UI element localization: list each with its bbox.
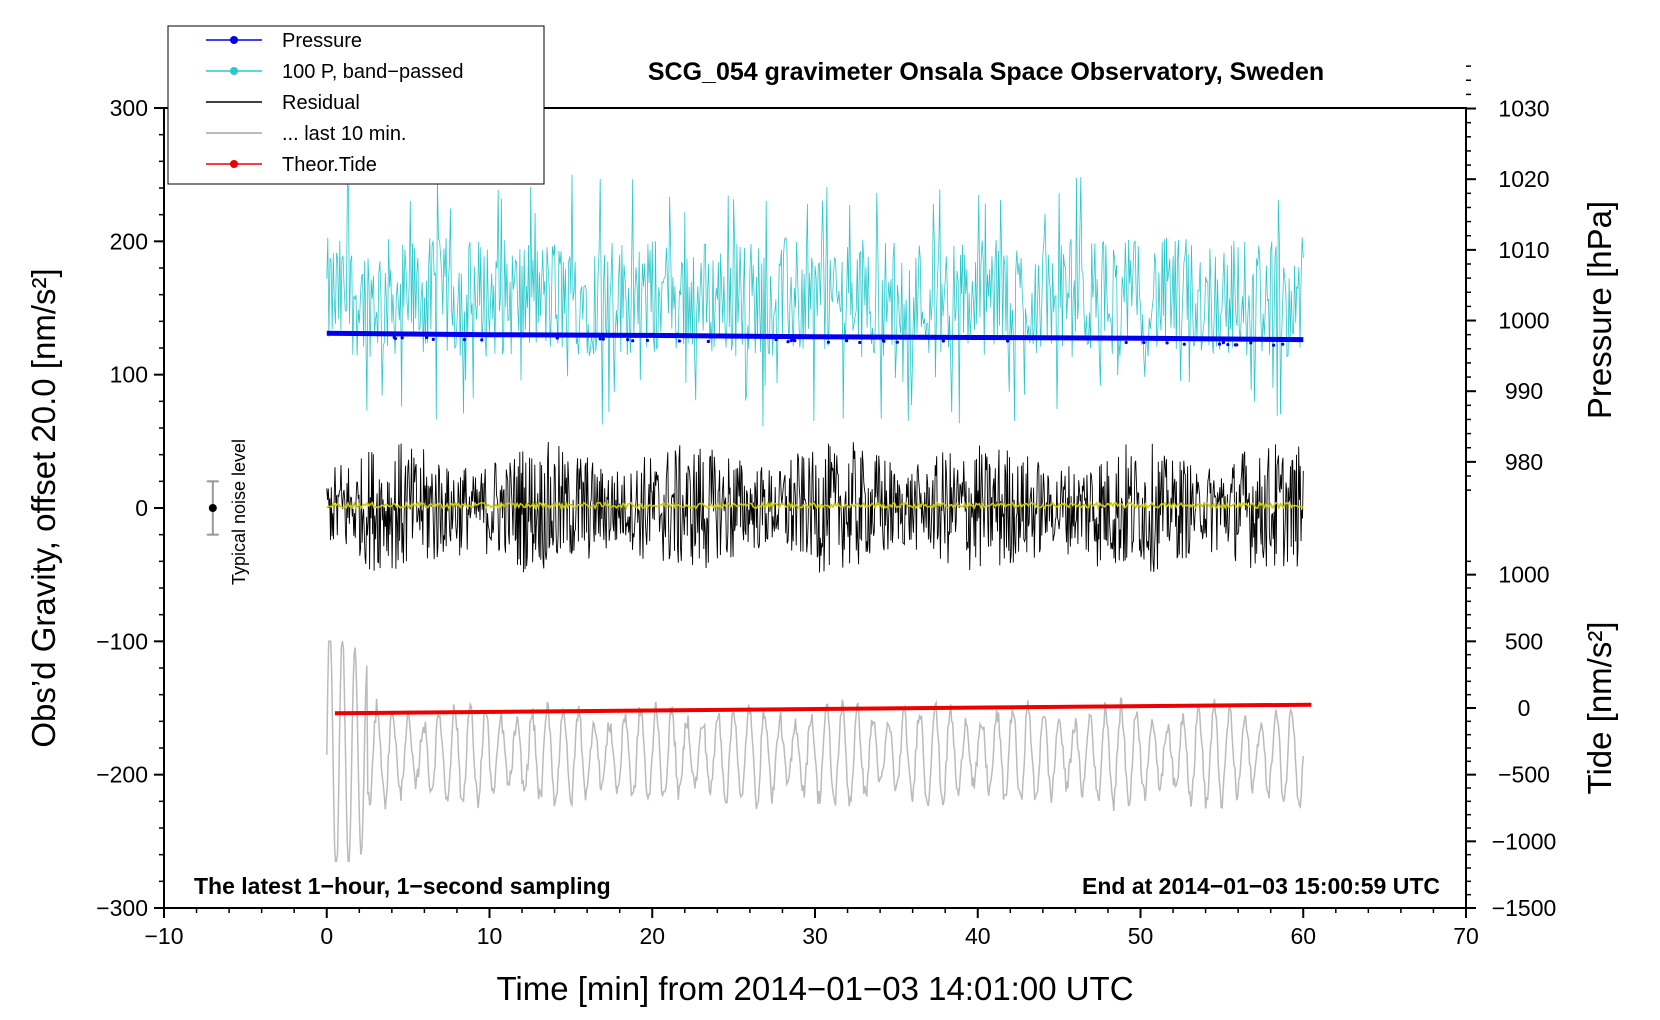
x-tick-label: 20 (639, 923, 665, 949)
legend-label: Pressure (282, 30, 362, 52)
series-bandpassed-line (326, 174, 1304, 427)
axes-layer: −10 0 10 20 30 40 50 60 703002001000−100−200−300… (96, 65, 1557, 949)
tide-tick-label: 1000 (1498, 562, 1549, 588)
noise-level-label: Typical noise level (229, 439, 249, 585)
pressure-tick-label: 1030 (1498, 96, 1549, 122)
x-tick-label: 0 (320, 923, 333, 949)
pressure-point (1221, 341, 1225, 345)
pressure-point (1006, 339, 1010, 343)
y-tick-label: −200 (96, 762, 148, 788)
annotation-end-time: End at 2014−01−03 15:00:59 UTC (1082, 873, 1440, 899)
noise-bar-dot (208, 504, 217, 512)
tide-tick-label: 500 (1505, 628, 1543, 654)
pressure-tick-label: 1020 (1498, 166, 1549, 192)
pressure-point (895, 340, 899, 344)
tide-tick-label: −1000 (1492, 828, 1557, 854)
pressure-point (626, 338, 630, 342)
pressure-point (1182, 342, 1186, 346)
pressure-point (480, 338, 484, 342)
y-axis-title-left: Obs’d Gravity, offset 20.0 [nm/s²] (25, 268, 62, 747)
pressure-point (645, 338, 650, 342)
x-tick-label: 60 (1290, 923, 1316, 949)
legend-box (167, 25, 545, 185)
pressure-point (462, 338, 466, 342)
pressure-point (677, 339, 682, 343)
tide-tick-label: 0 (1518, 695, 1531, 721)
x-tick-label: 30 (802, 923, 828, 949)
legend: Pressure 100 P, band−passed Residual ... la… (167, 25, 545, 185)
pressure-point (1165, 341, 1169, 345)
pressure-point (706, 339, 710, 344)
series-residual-line (326, 441, 1304, 573)
legend-label: Theor.Tide (282, 154, 377, 176)
pressure-point (941, 339, 946, 343)
x-tick-label: 70 (1453, 923, 1479, 949)
legend-label: ... last 10 min. (282, 123, 407, 145)
series-layer (326, 174, 1312, 863)
pressure-point (774, 338, 778, 342)
pressure-point (1281, 342, 1285, 346)
y-tick-label: −300 (96, 895, 148, 921)
pressure-point (598, 337, 602, 341)
x-tick-label: 40 (965, 923, 991, 949)
y-tick-label: 100 (110, 362, 148, 388)
x-axis-title: Time [min] from 2014−01−03 14:01:00 UTC (496, 970, 1133, 1007)
pressure-point (1235, 343, 1239, 347)
pressure-point (882, 339, 886, 343)
pressure-tick-label: 990 (1505, 378, 1543, 404)
pressure-point (1124, 340, 1128, 345)
chart-title: SCG_054 gravimeter Onsala Space Observat… (648, 58, 1324, 86)
pressure-point (789, 339, 793, 343)
y-tick-label: 0 (135, 495, 148, 521)
tide-tick-label: −1500 (1492, 895, 1557, 921)
y-axis-title-tide: Tide [nm/s²] (1581, 622, 1618, 795)
pressure-point (601, 337, 605, 341)
tide-tick-label: −500 (1498, 762, 1550, 788)
pressure-point (793, 339, 797, 343)
annotation-sampling: The latest 1−hour, 1−second sampling (194, 873, 611, 899)
pressure-point (392, 335, 396, 339)
pressure-point (431, 337, 435, 341)
pressure-point (1217, 342, 1222, 346)
pressure-point (631, 339, 635, 343)
series-residual-smoothed-line (326, 500, 1304, 511)
pressure-tick-label: 1010 (1498, 237, 1549, 263)
y-axis-title-pressure: Pressure [hPa] (1581, 201, 1618, 419)
legend-swatch-marker (230, 36, 238, 44)
series-pressure-line (326, 330, 1304, 343)
pressure-point (1249, 341, 1253, 345)
x-tick-label: −10 (144, 923, 183, 949)
y-tick-label: −100 (96, 628, 148, 654)
x-tick-label: 50 (1128, 923, 1154, 949)
pressure-point (858, 340, 862, 345)
y-tick-label: 200 (110, 228, 148, 254)
series-tide-line (334, 702, 1312, 716)
pressure-point (1142, 340, 1146, 345)
series-last10min-line (326, 640, 1305, 863)
pressure-point (845, 339, 849, 343)
pressure-point (1226, 343, 1230, 347)
legend-label: Residual (282, 92, 360, 114)
legend-label: 100 P, band−passed (282, 61, 463, 83)
pressure-point (786, 340, 790, 344)
pressure-tick-label: 1000 (1498, 308, 1549, 334)
pressure-point (555, 336, 559, 340)
pressure-point (826, 340, 831, 344)
pressure-point (400, 336, 404, 340)
pressure-point (1272, 343, 1276, 347)
noise-level-indicator (206, 480, 219, 536)
pressure-tick-label: 980 (1505, 449, 1543, 475)
pressure-point (425, 335, 429, 340)
y-tick-label: 300 (110, 95, 148, 121)
legend-swatch-marker (230, 160, 238, 168)
legend-swatch-marker (230, 67, 238, 75)
x-tick-label: 10 (477, 923, 503, 949)
